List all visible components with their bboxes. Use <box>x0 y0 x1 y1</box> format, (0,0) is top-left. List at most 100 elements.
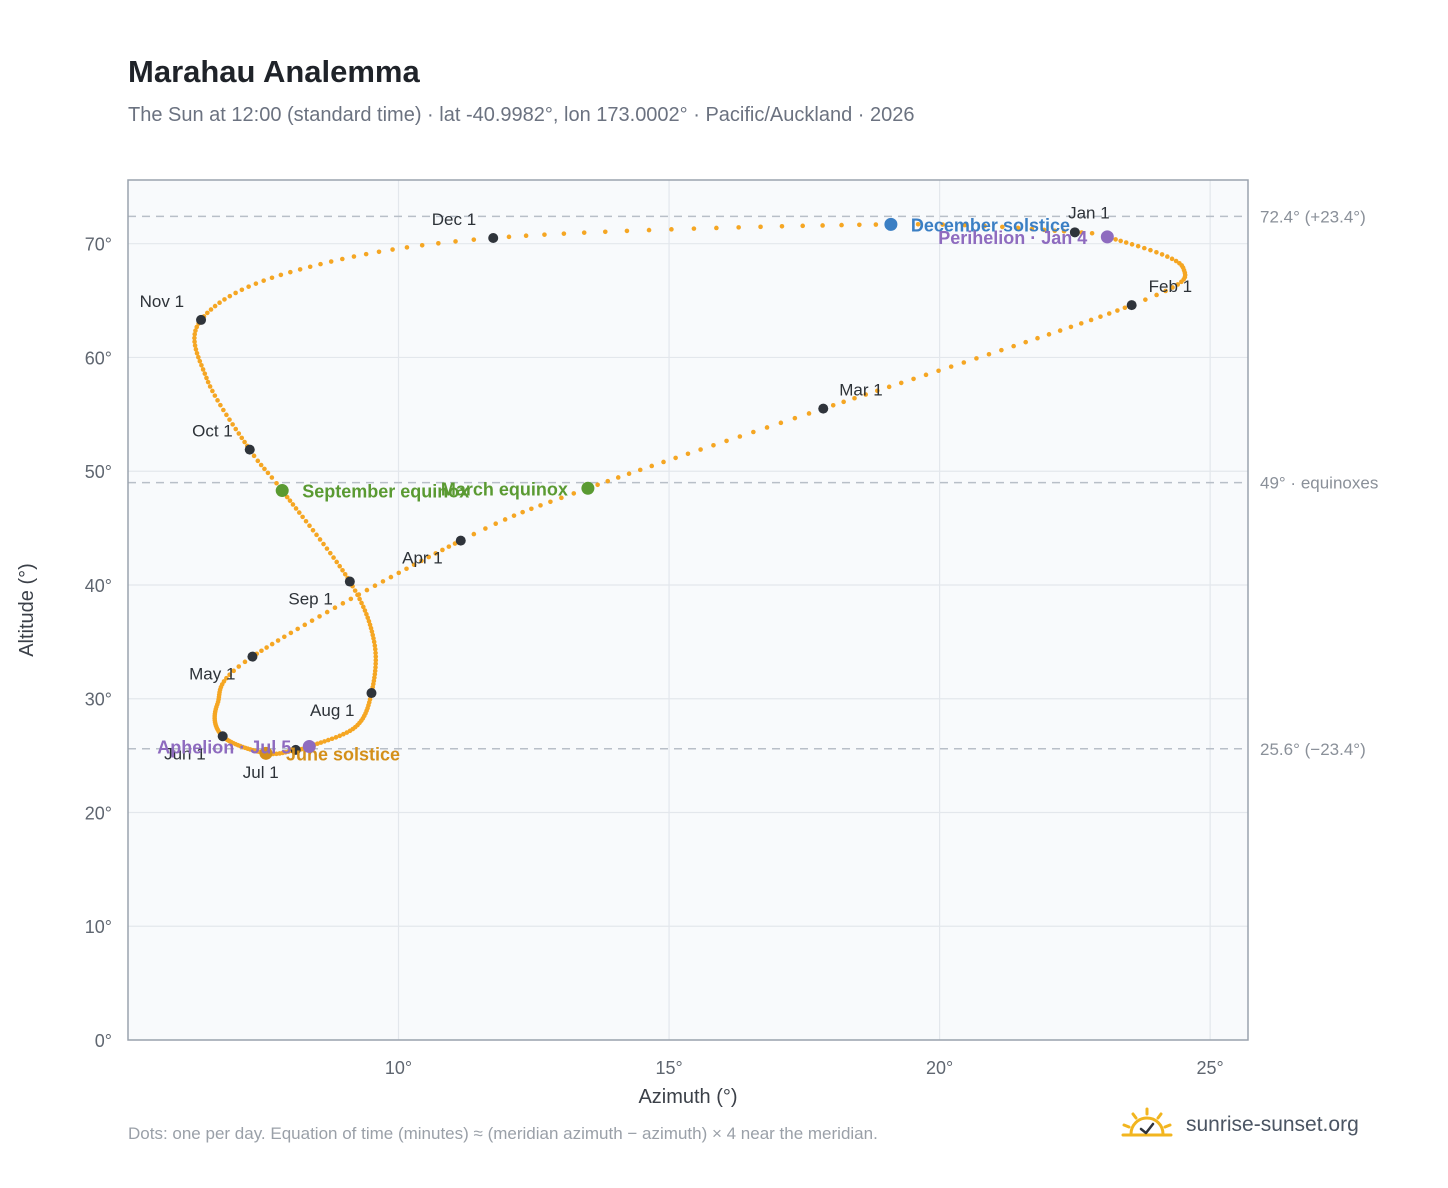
daily-dot <box>1078 321 1084 326</box>
daily-dot <box>215 398 220 403</box>
daily-dot <box>192 335 197 341</box>
brand[interactable]: sunrise-sunset.org <box>1120 1100 1359 1150</box>
daily-dot <box>193 347 199 352</box>
daily-dot <box>483 526 488 531</box>
daily-dot <box>303 518 309 524</box>
daily-dot <box>337 733 342 739</box>
daily-dot <box>242 439 247 445</box>
daily-dot <box>1129 242 1135 247</box>
daily-dot <box>341 731 346 737</box>
daily-dot <box>923 372 929 378</box>
daily-dot <box>364 611 369 617</box>
daily-dot <box>373 661 378 667</box>
daily-dot <box>911 376 916 382</box>
daily-dot <box>1023 339 1028 345</box>
daily-dot <box>359 600 364 606</box>
daily-dot <box>380 579 386 584</box>
daily-dot <box>404 566 409 572</box>
daily-dot <box>1011 343 1016 349</box>
daily-dot <box>362 608 368 613</box>
daily-dot <box>373 665 378 670</box>
daily-dot <box>1015 225 1021 231</box>
event-marker <box>581 481 595 495</box>
daily-dot <box>192 332 198 337</box>
daily-dot <box>1179 279 1184 285</box>
y-tick-label: 60° <box>85 348 112 368</box>
daily-dot <box>1000 224 1005 230</box>
daily-dot <box>275 638 281 643</box>
daily-dot <box>322 739 327 744</box>
x-tick-label: 25° <box>1197 1058 1224 1078</box>
daily-dot <box>208 307 214 312</box>
daily-dot <box>1118 238 1123 244</box>
daily-dot <box>212 303 218 309</box>
daily-dot <box>200 367 206 372</box>
daily-dot <box>367 622 373 628</box>
daily-dot <box>1148 247 1153 253</box>
daily-dot <box>1089 230 1095 236</box>
event-label: December solstice <box>911 215 1070 235</box>
daily-dot <box>691 226 697 231</box>
daily-dot <box>352 588 358 593</box>
daily-dot <box>371 636 376 641</box>
daily-dot <box>288 269 293 275</box>
month-label: Aug 1 <box>310 701 354 720</box>
daily-dot <box>376 249 382 255</box>
daily-dot <box>261 278 266 283</box>
daily-dot <box>548 499 553 505</box>
daily-dot <box>873 222 879 227</box>
daily-dot <box>372 643 378 648</box>
daily-dot <box>637 467 643 473</box>
daily-dot <box>236 664 242 669</box>
x-axis-title: Azimuth (°) <box>638 1086 737 1108</box>
daily-dot <box>194 324 200 330</box>
daily-dot <box>863 392 869 397</box>
daily-dot <box>1098 314 1103 319</box>
daily-dot <box>1068 324 1074 330</box>
event-label: Perihelion · Jan 4 <box>938 228 1087 248</box>
daily-dot <box>233 426 239 432</box>
daily-dot <box>297 267 303 272</box>
daily-dot <box>302 622 308 628</box>
daily-dot <box>1170 285 1175 290</box>
reference-line-label: 72.4° (+23.4°) <box>1260 207 1366 226</box>
month-label: May 1 <box>189 665 235 684</box>
daily-dot <box>342 571 348 577</box>
daily-dot <box>307 523 312 529</box>
month-marker <box>344 576 355 587</box>
daily-dot <box>366 618 372 624</box>
month-marker <box>290 744 301 755</box>
daily-dot <box>340 568 345 573</box>
daily-dot <box>1046 332 1052 337</box>
daily-dot <box>317 614 322 619</box>
event-label: September equinox <box>302 482 469 502</box>
daily-dot <box>199 362 204 368</box>
daily-dot <box>288 630 294 636</box>
daily-dot <box>711 442 716 448</box>
daily-dot <box>446 544 452 549</box>
daily-dot <box>737 434 743 439</box>
daily-dot <box>436 241 441 246</box>
daily-dot <box>262 466 267 472</box>
month-marker <box>1126 300 1137 311</box>
daily-dot <box>333 735 339 740</box>
daily-dot <box>852 395 857 401</box>
daily-dot <box>278 272 284 278</box>
daily-dot <box>1088 317 1094 323</box>
daily-dot <box>227 417 232 422</box>
daily-dot <box>357 596 362 602</box>
daily-dot <box>523 233 529 239</box>
daily-dot <box>1154 292 1159 298</box>
daily-dot <box>269 475 275 480</box>
daily-dot <box>328 550 333 556</box>
reference-line-label: 25.6° (−23.4°) <box>1260 740 1366 759</box>
daily-dot <box>239 435 245 441</box>
daily-dot <box>207 384 213 389</box>
daily-dot <box>373 657 379 663</box>
daily-dot <box>372 668 378 674</box>
month-marker <box>366 688 377 699</box>
daily-dot <box>493 521 499 526</box>
daily-dot <box>1135 243 1141 249</box>
daily-dot <box>974 356 979 361</box>
